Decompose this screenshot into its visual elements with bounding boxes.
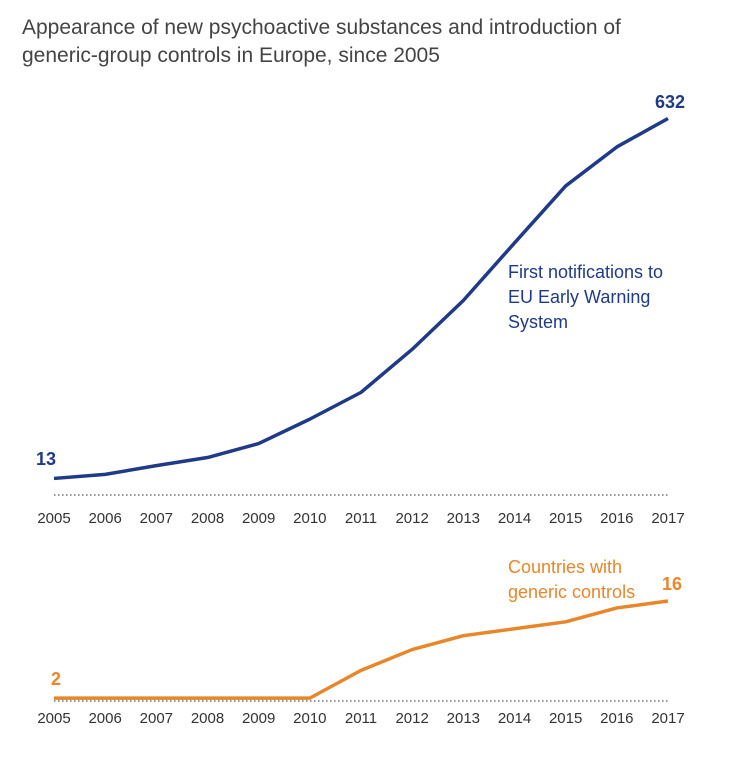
x-tick-label: 2009 [242,510,275,527]
x-tick-label: 2011 [345,710,377,727]
x-tick-label: 2006 [88,710,121,727]
line [54,599,669,700]
series-label: Countries with generic controls [508,557,636,602]
x-tick-label: 2005 [37,710,70,727]
x-tick-label: 2017 [651,710,684,727]
x-tick-label: 2017 [651,510,684,527]
x-tick-label: 2011 [345,510,377,527]
x-tick-label: 2009 [242,710,275,727]
x-tick-label: 2012 [395,710,428,727]
x-tick-label: 2015 [549,510,582,527]
chart-title: Appearance of new psychoactive substance… [22,16,621,67]
series-label: First notifications to EU Early Warning … [508,262,664,332]
x-tick-label: 2013 [447,710,480,727]
x-tick-label: 2014 [498,710,531,727]
x-tick-label: 2014 [498,510,531,527]
line [53,116,669,481]
x-tick-label: 2013 [447,510,480,527]
data-label: 16 [662,574,682,594]
x-tick-label: 2015 [549,710,582,727]
x-tick-label: 2010 [293,710,326,727]
x-tick-label: 2007 [140,510,173,527]
x-tick-label: 2006 [88,510,121,527]
data-label: 632 [655,92,685,112]
x-tick-label: 2007 [140,710,173,727]
data-label: 2 [51,669,61,689]
data-label: 13 [36,449,56,469]
x-tick-label: 2010 [293,510,326,527]
x-tick-label: 2016 [600,510,633,527]
x-tick-label: 2016 [600,710,633,727]
x-tick-label: 2005 [37,510,70,527]
x-tick-label: 2008 [191,710,224,727]
x-tick-label: 2012 [395,510,428,527]
x-tick-label: 2008 [191,510,224,527]
